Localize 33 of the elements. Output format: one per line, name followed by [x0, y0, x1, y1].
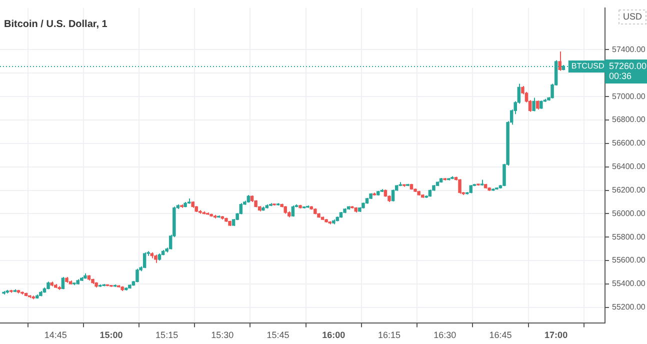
x-tick-label: 16:00: [322, 330, 346, 340]
candlestick: [558, 50, 562, 72]
y-tick-label: 55600.00: [612, 256, 646, 265]
x-tick-label: 14:45: [44, 330, 67, 340]
y-tick-label: 57000.00: [612, 92, 646, 101]
x-tick-label: 15:45: [266, 330, 290, 340]
candlestick: [136, 268, 139, 283]
text: Bitcoin / U.S. Dollar, 1: [4, 18, 108, 30]
y-tick-label: 56200.00: [612, 185, 646, 194]
candlestick: [142, 252, 146, 269]
y-axis-title: USD: [622, 11, 642, 22]
y-tick-label: 56800.00: [612, 115, 646, 124]
text: 57260.00: [609, 60, 647, 71]
x-tick-label: 15:15: [156, 330, 178, 340]
candlestick: [391, 189, 395, 202]
y-tick-label: 55800.00: [612, 232, 646, 242]
x-tick-label: 16:30: [434, 330, 456, 340]
x-tick-label: 16:45: [489, 330, 512, 340]
candlestick: [458, 178, 462, 194]
candlestick: [532, 97, 536, 112]
text: 00:36: [609, 70, 632, 81]
x-tick-label: 16:15: [378, 330, 401, 340]
y-tick-label: 56400.00: [612, 162, 646, 172]
y-tick-label: 57400.00: [612, 44, 646, 54]
x-tick-label: 15:30: [211, 330, 234, 340]
y-tick-label: 55400.00: [612, 279, 646, 288]
candlestick: [61, 276, 65, 290]
y-tick-label: 56600.00: [612, 138, 646, 148]
y-tick-label: 55200.00: [612, 302, 646, 312]
y-tick-label: 56000.00: [612, 208, 646, 218]
ref-line-label: BTCUSD: [571, 62, 605, 71]
x-tick-label: 15:00: [100, 330, 123, 340]
x-tick-label: 17:00: [544, 330, 568, 340]
